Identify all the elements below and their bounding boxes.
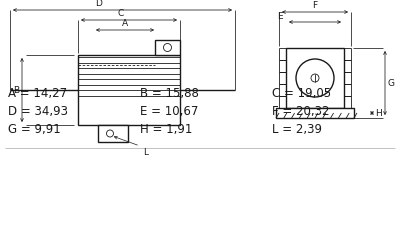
Bar bbox=[155, 40, 180, 55]
Text: A = 14,27: A = 14,27 bbox=[8, 87, 67, 100]
Text: H: H bbox=[375, 109, 382, 118]
Text: B: B bbox=[13, 85, 19, 95]
Text: H = 1,91: H = 1,91 bbox=[140, 123, 192, 136]
Text: C = 19,05: C = 19,05 bbox=[272, 87, 331, 100]
Text: L = 2,39: L = 2,39 bbox=[272, 123, 322, 136]
Text: B = 15,88: B = 15,88 bbox=[140, 87, 199, 100]
Text: E: E bbox=[277, 12, 283, 21]
Text: A: A bbox=[122, 19, 128, 28]
Bar bbox=[98, 125, 128, 142]
Bar bbox=[276, 108, 354, 118]
Text: C: C bbox=[118, 9, 124, 18]
Text: F = 20,32: F = 20,32 bbox=[272, 105, 330, 118]
Text: D = 34,93: D = 34,93 bbox=[8, 105, 68, 118]
Text: L: L bbox=[143, 148, 148, 157]
Text: E = 10,67: E = 10,67 bbox=[140, 105, 198, 118]
Bar bbox=[78, 55, 180, 125]
Bar bbox=[286, 48, 344, 108]
Text: G: G bbox=[388, 78, 395, 87]
Text: F: F bbox=[312, 1, 318, 10]
Text: G = 9,91: G = 9,91 bbox=[8, 123, 61, 136]
Text: D: D bbox=[96, 0, 102, 8]
